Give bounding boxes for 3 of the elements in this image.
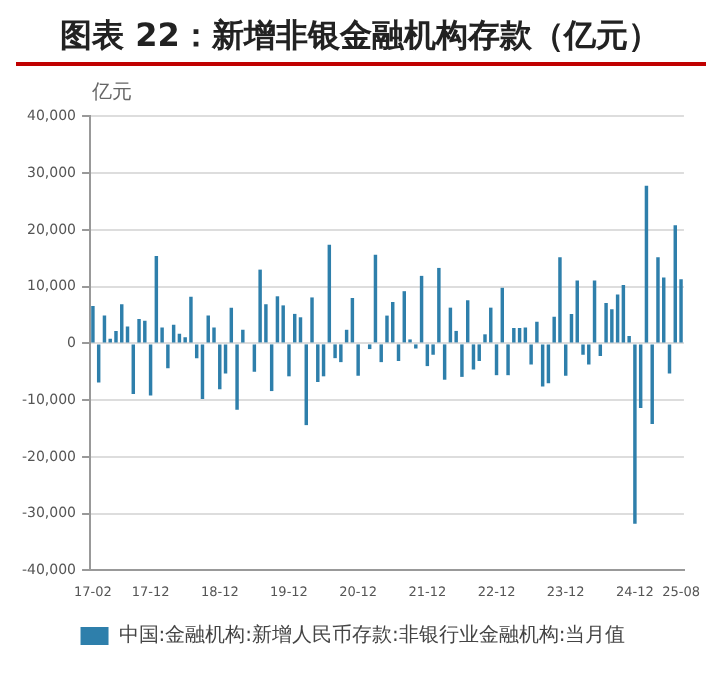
chart-title: 图表 22：新增非银金融机构存款（亿元） — [16, 16, 706, 66]
y-axis-title: 亿元 — [92, 80, 134, 104]
legend-label: 中国:金融机构:新增人民币存款:非银行业金融机构:当月值 — [118, 623, 626, 648]
